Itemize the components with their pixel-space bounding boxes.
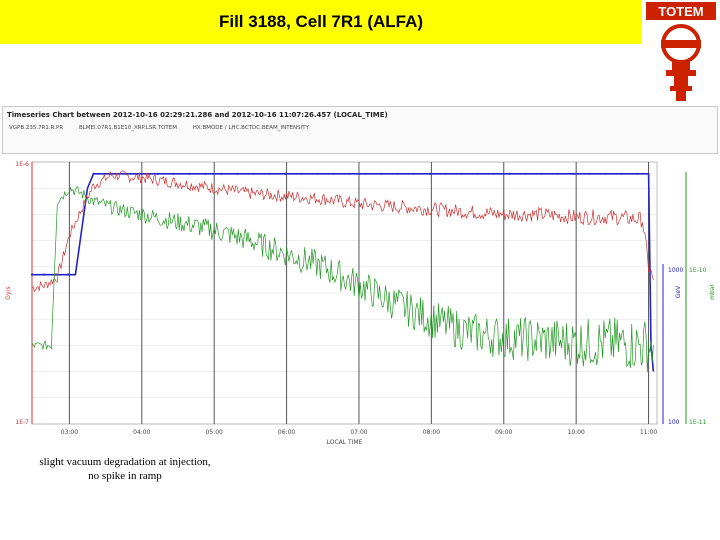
timeseries-chart: 03:00 04:00 05:00 06:00 07:00 08:00 09:00 10:00… [5,161,716,446]
x-tick-label: 11:00 [640,429,657,436]
y-right-1-axis-label: GeV [675,285,682,298]
y-left-tick-label: 1E-6 [15,161,29,168]
energy-point [252,172,255,175]
energy-point [188,172,191,175]
chart-header-title: Timeseries Chart between 2012-10-16 02:2… [7,111,388,119]
energy-point [236,172,239,175]
caption-line: no spike in ramp [88,470,162,482]
logo-stem-4 [670,86,692,91]
y-right-1-tick-label: 100 [668,419,680,426]
x-tick-label: 09:00 [495,429,512,436]
energy-point [332,172,335,175]
energy-point [156,172,159,175]
x-axis-label: LOCAL TIME [327,439,363,446]
energy-point [396,172,399,175]
energy-point [636,172,639,175]
energy-point [30,273,34,276]
energy-point [492,172,495,175]
slide-title: Fill 3188, Cell 7R1 (ALFA) [218,12,424,31]
energy-point [524,172,527,175]
series-line-vacuum [31,186,654,373]
energy-point [412,172,415,175]
chart-header: Timeseries Chart between 2012-10-16 02:2… [2,106,718,154]
energy-point [204,172,207,175]
energy-point [428,172,431,175]
energy-point [284,172,287,175]
x-tick-label: 03:00 [61,429,78,436]
energy-point [54,273,58,276]
energy-point [380,172,383,175]
energy-point [572,172,575,175]
energy-point [540,172,543,175]
x-tick-label: 06:00 [278,429,295,436]
logo-text: TOTEM [658,4,703,19]
energy-point [364,172,367,175]
energy-point [508,172,511,175]
energy-point [476,172,479,175]
title-bar [0,0,642,44]
x-tick-label: 08:00 [423,429,440,436]
energy-point [42,273,46,276]
y-right-2-axis-label: mbar [709,284,716,300]
totem-logo: TOTEM [646,2,716,101]
energy-point [316,172,319,175]
legend-item[interactable]: HX:BMODE / LHC.BCTDC:BEAM_INTENSITY [192,125,309,131]
y-left-axis-label: Gy/s [5,286,12,299]
energy-point [588,172,591,175]
legend-item[interactable]: VGPB.235.7R1.R.PR [9,125,64,131]
energy-point [268,172,271,175]
energy-point [604,172,607,175]
y-left-tick-label: 1E-7 [15,419,29,426]
energy-point [348,172,351,175]
x-tick-label: 07:00 [350,429,367,436]
x-tick-label: 05:00 [206,429,223,436]
energy-point [66,273,70,276]
y-right-1-tick-label: 1000 [668,267,683,274]
energy-point [220,172,223,175]
energy-point [140,172,143,175]
logo-banner [646,2,716,20]
logo-bar [661,40,701,48]
logo-stem-1 [672,62,690,70]
logo-stem-2 [666,70,696,76]
energy-point [172,172,175,175]
logo-stem-3 [674,76,688,86]
caption-line: slight vacuum degradation at injection, [39,456,211,468]
energy-point [620,172,623,175]
y-right-2-tick-label: 1E-10 [689,267,707,274]
energy-point [92,172,95,175]
energy-point [460,172,463,175]
x-tick-label: 10:00 [568,429,585,436]
caption: slight vacuum degradation at injection, … [30,455,220,483]
energy-point [556,172,559,175]
x-tick-label: 04:00 [133,429,150,436]
legend: VGPB.235.7R1.R.PR BLMEI.07R1.B1E10_XRP.L… [9,125,323,131]
energy-point [444,172,447,175]
legend-item[interactable]: BLMEI.07R1.B1E10_XRP.LSR.TOTEM [78,125,177,131]
series-line-blm [31,170,654,293]
y-right-2-tick-label: 1E-11 [689,419,707,426]
energy-point [300,172,303,175]
logo-stem-5 [676,91,686,101]
